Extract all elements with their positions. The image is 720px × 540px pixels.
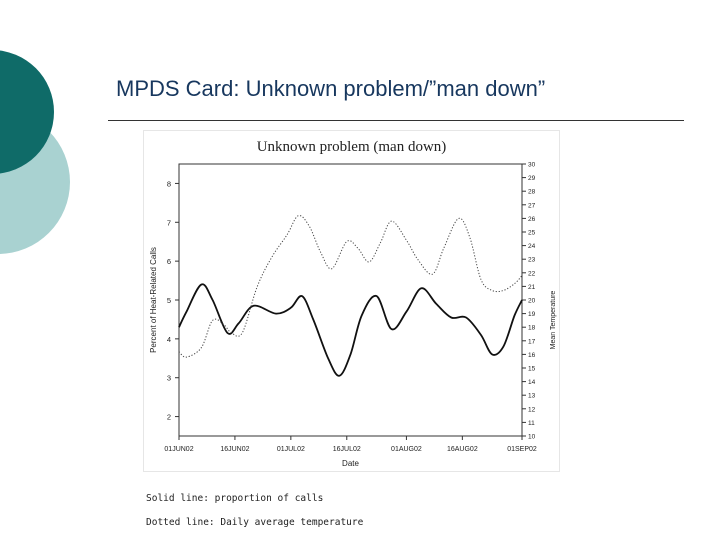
y2-tick-label: 19 xyxy=(528,311,536,318)
series-line-calls xyxy=(178,283,523,377)
y2-tick-label: 10 xyxy=(528,434,536,441)
decorative-circles xyxy=(0,50,70,254)
x-tick-label: 16JUN02 xyxy=(220,446,249,453)
y2-tick-label: 24 xyxy=(528,243,536,250)
x-tick-label: 01SEP02 xyxy=(507,446,537,453)
plot-frame xyxy=(178,163,523,437)
y2-tick-label: 18 xyxy=(528,325,536,332)
chart-title: Unknown problem (man down) xyxy=(256,139,447,155)
y2-tick-label: 30 xyxy=(528,162,536,169)
y2-tick-label: 22 xyxy=(528,270,536,277)
slide-title: MPDS Card: Unknown problem/”man down” xyxy=(116,76,546,101)
y2-tick-label: 23 xyxy=(528,257,536,264)
y2-tick-label: 28 xyxy=(528,189,536,196)
y2-tick-label: 13 xyxy=(528,393,536,400)
y2-tick-label: 17 xyxy=(528,338,536,345)
title-divider xyxy=(108,120,684,121)
y2-tick-label: 14 xyxy=(528,379,536,386)
y-tick-label: 3 xyxy=(167,374,171,383)
x-tick-label: 01JUN02 xyxy=(164,446,193,453)
y2-tick-label: 12 xyxy=(528,406,536,413)
y-tick-label: 5 xyxy=(167,296,171,305)
note-dotted-line: Dotted line: Daily average temperature xyxy=(146,517,364,528)
x-tick-label: 16JUL02 xyxy=(333,446,361,453)
y-tick-label: 2 xyxy=(167,413,171,422)
x-tick-label: 01JUL02 xyxy=(277,446,305,453)
y2-tick-label: 16 xyxy=(528,352,536,359)
y2-tick-label: 15 xyxy=(528,366,536,373)
y-tick-label: 4 xyxy=(167,335,171,344)
dark-teal-circle xyxy=(0,50,54,174)
series-line-temperature xyxy=(178,215,523,358)
y-tick-label: 8 xyxy=(167,179,171,188)
notes: Solid line: proportion of calls Dotted l… xyxy=(146,492,363,540)
y2-tick-label: 20 xyxy=(528,298,536,305)
chart-image: Unknown problem (man down) 01JUN02 16JUN0… xyxy=(143,130,560,472)
y2-tick-label: 11 xyxy=(528,420,535,427)
chart-svg: 01JUN02 16JUN02 01JUL02 16JUL02 01AUG02 16AUG… xyxy=(149,162,557,469)
y2-tick-label: 25 xyxy=(528,230,536,237)
y-tick-label: 7 xyxy=(167,218,171,227)
y2-axis-label: Mean Temperature xyxy=(550,291,557,350)
y2-tick-label: 21 xyxy=(528,284,536,291)
x-tick-label: 16AUG02 xyxy=(447,446,478,453)
y-axis-label: Percent of Heat-Related Calls xyxy=(149,247,158,353)
x-tick-label: 01AUG02 xyxy=(391,446,422,453)
note-solid-line: Solid line: proportion of calls xyxy=(146,493,324,504)
y-tick-label: 6 xyxy=(167,257,171,266)
y2-tick-label: 26 xyxy=(528,216,536,223)
x-axis-label: Date xyxy=(342,459,359,468)
y2-tick-label: 27 xyxy=(528,202,536,209)
y2-tick-label: 29 xyxy=(528,175,536,182)
